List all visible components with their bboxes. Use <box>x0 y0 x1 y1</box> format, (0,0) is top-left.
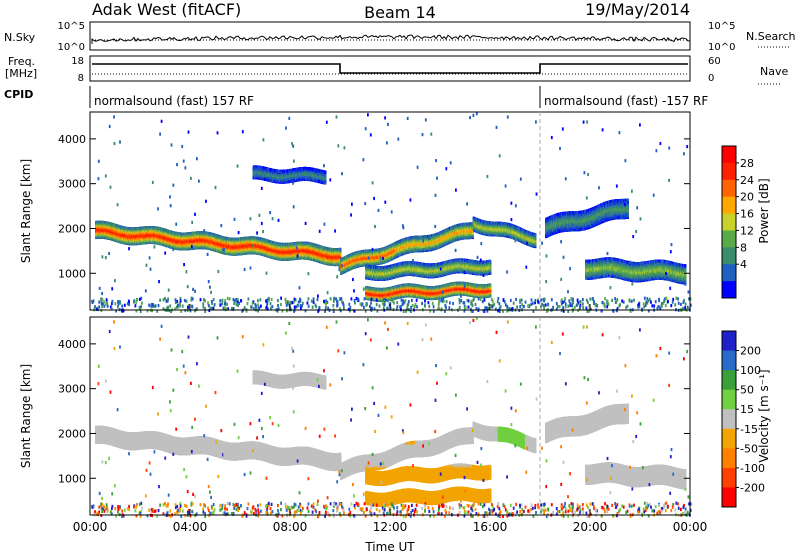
freq-tick-top: 18 <box>71 56 84 67</box>
cpid-label: CPID <box>4 88 33 101</box>
noise-trace <box>92 35 690 44</box>
noise-tick-right-top: 10^5 <box>708 21 735 32</box>
cpid-program-1: normalsound (fast) 157 RF <box>94 94 254 108</box>
date-title: 19/May/2014 <box>585 0 690 19</box>
nave-label: Nave <box>760 65 788 78</box>
cpid-panel: CPID normalsound (fast) 157 RF normalsou… <box>4 86 708 108</box>
freq-tick-bottom: 8 <box>78 73 84 84</box>
freq-panel-frame <box>90 56 690 81</box>
cpid-program-2: normalsound (fast) -157 RF <box>544 94 708 108</box>
noise-label-right: N.Search <box>746 30 796 43</box>
freq-panel: Freq. [MHz] 18 8 60 0 Nave <box>5 55 788 84</box>
noise-tick-left-top: 10^5 <box>58 21 85 32</box>
nave-tick-bottom: 0 <box>708 73 714 84</box>
freq-label-line2: [MHz] <box>5 67 37 80</box>
noise-label-left: N.Sky <box>4 31 36 44</box>
station-title: Adak West (fitACF) <box>92 0 241 19</box>
beam-title: Beam 14 <box>364 3 436 22</box>
noise-tick-right-bottom: 10^0 <box>708 42 735 53</box>
nave-tick-top: 60 <box>708 56 721 67</box>
power-cells <box>91 112 692 313</box>
freq-trace <box>92 64 688 73</box>
noise-tick-left-bottom: 10^0 <box>58 42 85 53</box>
noise-panel: N.Sky 10^5 10^0 10^5 10^0 N.Search <box>4 21 796 53</box>
noise-sky-line <box>92 35 690 44</box>
